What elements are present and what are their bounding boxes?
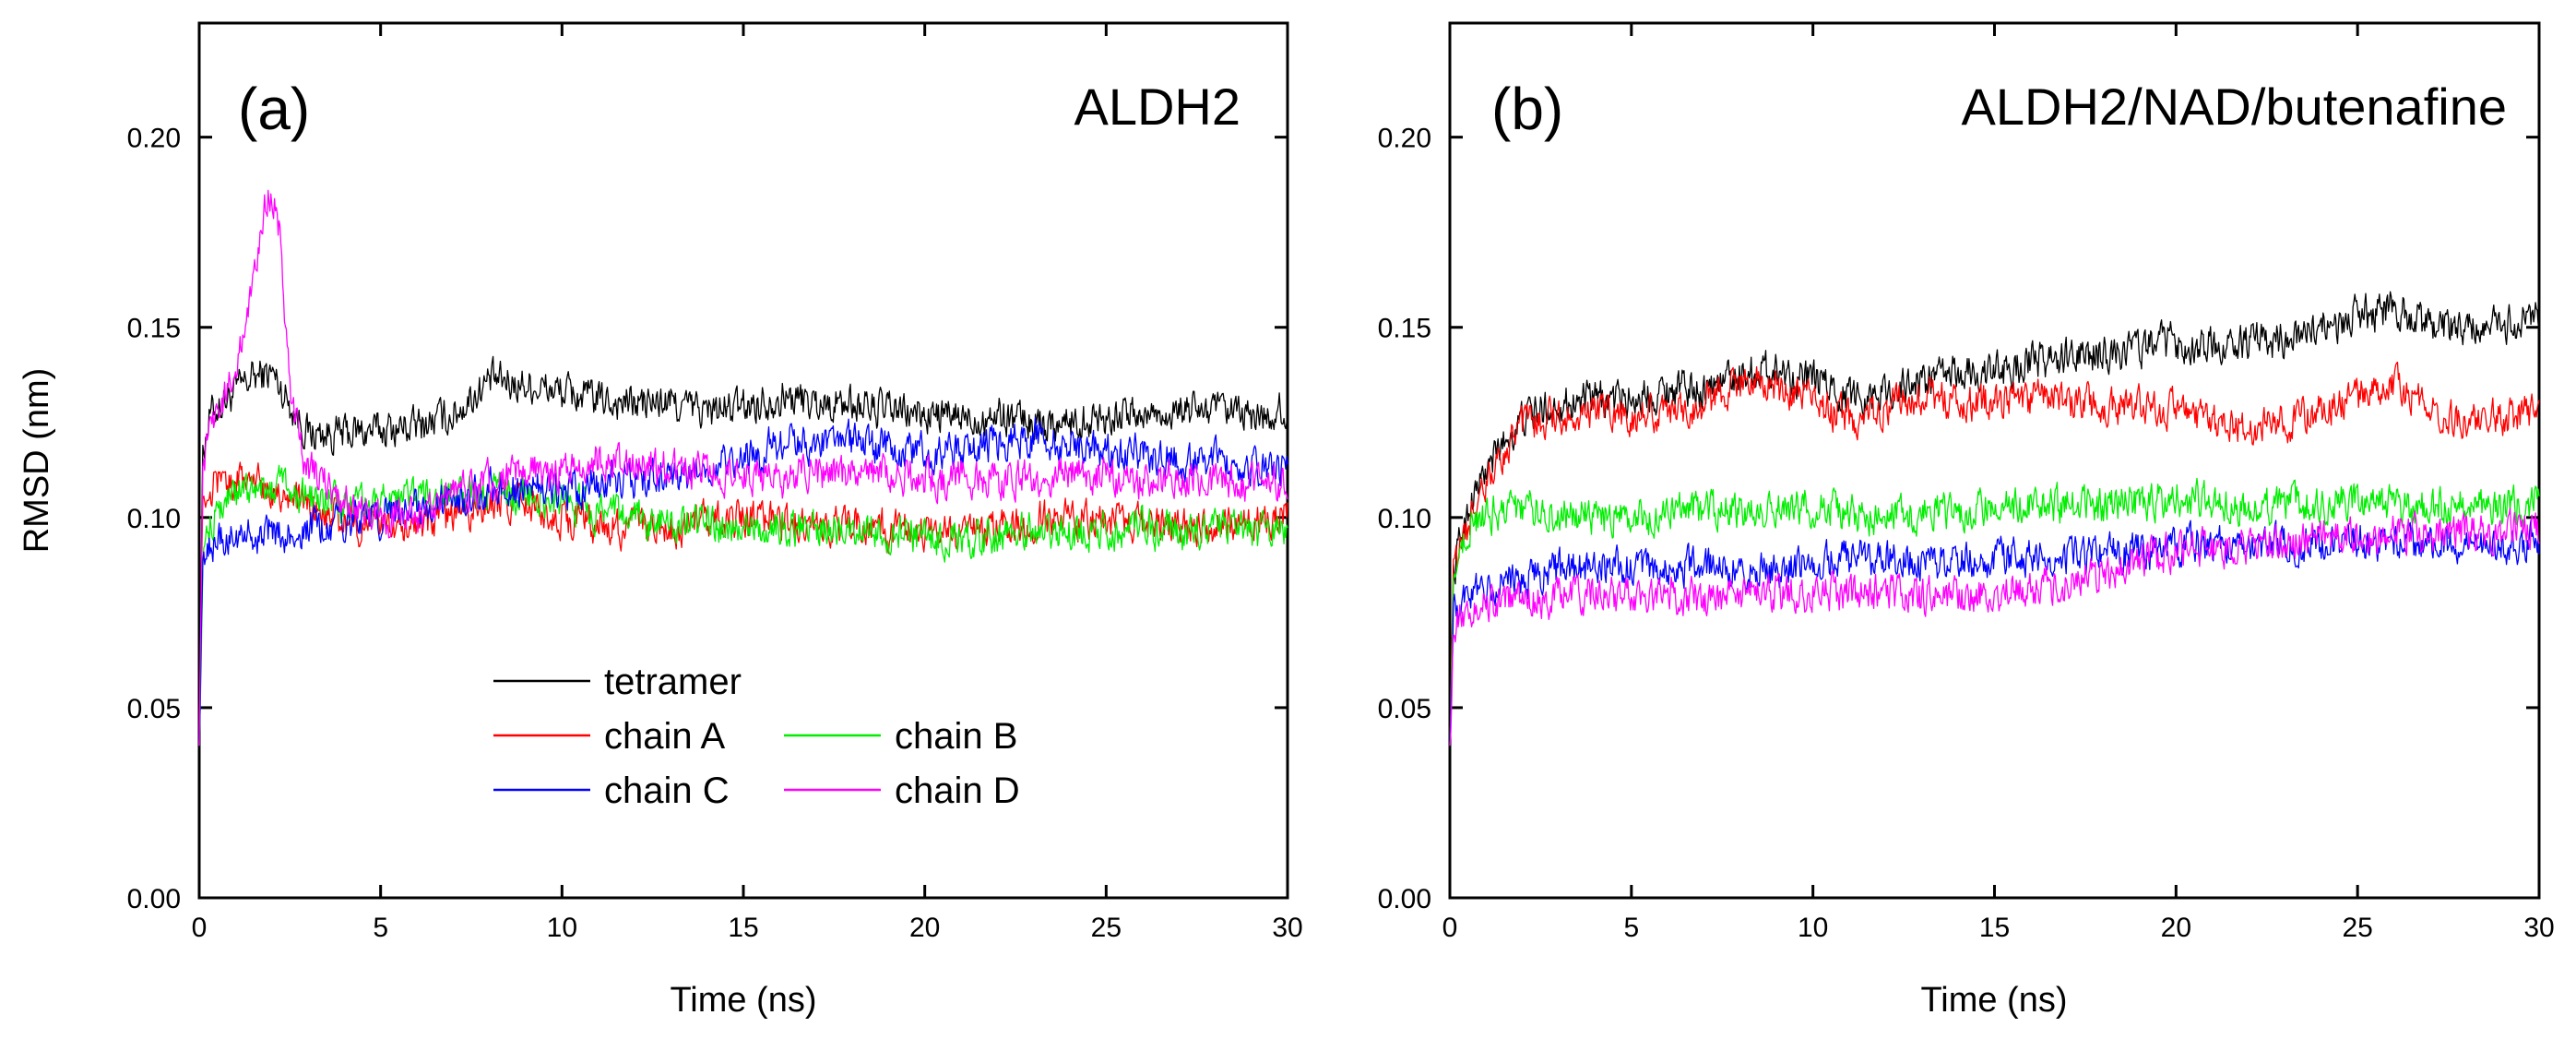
x-tick-label-4: 20 xyxy=(909,913,940,943)
y-tick-label-4: 0.20 xyxy=(127,124,181,154)
panel-label-a: (a) xyxy=(238,76,310,142)
legend: tetramer chain A chain B chain C chain D xyxy=(493,662,1020,811)
ticks-a: 0 5 10 15 20 25 30 0.00 0.05 0.10 0.15 0.20 xyxy=(127,23,1303,943)
y-tick-label-2: 0.10 xyxy=(1378,504,1431,534)
x-tick-label-2: 10 xyxy=(547,913,577,943)
panel-title-a: ALDH2 xyxy=(1074,78,1241,136)
panel-label-b: (b) xyxy=(1491,76,1563,142)
y-tick-label-1: 0.05 xyxy=(1378,694,1431,724)
ticks-b: 0 5 10 15 20 25 30 0.00 0.05 0.10 0.15 0.20 xyxy=(1378,23,2555,943)
y-tick-label-2: 0.10 xyxy=(127,504,181,534)
legend-label-tetramer: tetramer xyxy=(604,662,742,702)
y-tick-label-3: 0.15 xyxy=(127,314,181,344)
x-tick-label-3: 15 xyxy=(728,913,758,943)
x-tick-label-3: 15 xyxy=(1979,913,2010,943)
y-tick-label-0: 0.00 xyxy=(127,884,181,914)
series-line-chain-d xyxy=(198,189,1288,746)
x-tick-label-0: 0 xyxy=(192,913,208,943)
series-line-chain-c xyxy=(198,416,1288,746)
x-tick-label-6: 30 xyxy=(1272,913,1302,943)
x-axis-label-a: Time (ns) xyxy=(670,981,816,1020)
x-tick-label-1: 5 xyxy=(373,913,388,943)
lines-b xyxy=(1449,291,2540,746)
plot-frame-b xyxy=(1448,21,2541,900)
series-line-chain-a xyxy=(1449,361,2540,746)
x-tick-label-6: 30 xyxy=(2523,913,2554,943)
legend-label-chain-b: chain B xyxy=(895,716,1017,757)
x-tick-label-5: 25 xyxy=(1091,913,1122,943)
x-tick-label-2: 10 xyxy=(1798,913,1828,943)
x-tick-label-1: 5 xyxy=(1623,913,1639,943)
panel-b: 0 5 10 15 20 25 30 0.00 0.05 0.10 0.15 0.20 (b) ALD… xyxy=(1378,21,2555,1020)
legend-label-chain-c: chain C xyxy=(604,770,730,811)
series-line-chain-d xyxy=(1449,508,2540,746)
panel-a: 0 5 10 15 20 25 30 0.00 0.05 0.10 0.15 0.20 (a) ALD… xyxy=(18,21,1303,1020)
series-line-chain-c xyxy=(1449,520,2540,746)
x-tick-label-0: 0 xyxy=(1442,913,1458,943)
y-tick-label-0: 0.00 xyxy=(1378,884,1431,914)
y-tick-label-3: 0.15 xyxy=(1378,314,1431,344)
x-tick-label-4: 20 xyxy=(2161,913,2191,943)
panel-title-b: ALDH2/NAD/butenafine xyxy=(1962,78,2507,136)
y-tick-label-1: 0.05 xyxy=(127,694,181,724)
series-line-tetramer xyxy=(1449,291,2540,746)
series-line-chain-b xyxy=(198,464,1288,746)
y-tick-label-4: 0.20 xyxy=(1378,124,1431,154)
x-axis-label-b: Time (ns) xyxy=(1920,981,2067,1020)
legend-label-chain-d: chain D xyxy=(895,770,1020,811)
series-line-chain-b xyxy=(1449,477,2540,746)
x-tick-label-5: 25 xyxy=(2342,913,2372,943)
y-axis-label-a: RMSD (nm) xyxy=(18,368,56,554)
series-line-tetramer xyxy=(198,355,1288,746)
legend-label-chain-a: chain A xyxy=(604,716,726,757)
lines-a xyxy=(198,189,1288,746)
